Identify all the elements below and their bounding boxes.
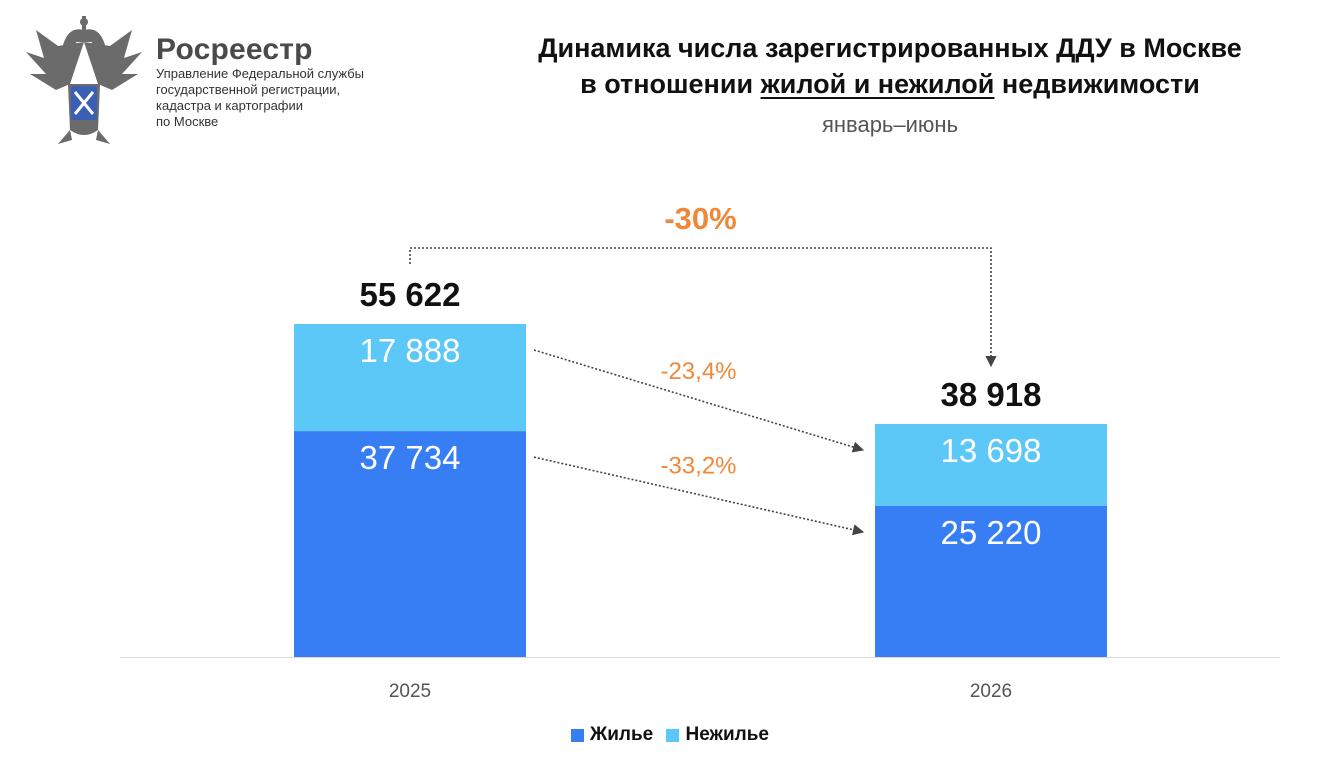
total-label-2025: 55 622: [360, 276, 461, 313]
title-block: Динамика числа зарегистрированных ДДУ в …: [470, 30, 1310, 138]
title-underlined: жилой и нежилой: [760, 69, 995, 99]
change-label-non-residential: -23,4%: [660, 358, 736, 385]
title-prefix: в отношении: [580, 69, 761, 99]
rosreestr-emblem-logo: [26, 16, 142, 144]
legend-item-residential: Жилье: [571, 724, 653, 746]
x-tick-label-2026: 2026: [970, 681, 1012, 702]
stacked-bar-chart: 37 734 17 888 55 622 2025 25 220 13 698 38 918…: [120, 201, 1280, 702]
value-label-residential-2026: 25 220: [941, 514, 1042, 551]
value-label-non-residential-2025: 17 888: [360, 332, 461, 369]
change-label-residential: -33,2%: [660, 453, 736, 480]
org-line-4: по Москве: [156, 114, 219, 129]
org-name: Росреестр: [156, 33, 313, 66]
chart-subtitle: январь–июнь: [821, 112, 959, 137]
bar-residential-2025: [294, 431, 526, 657]
total-change-bracket-arrow: [409, 247, 997, 368]
org-line-3: кадастра и картографии: [156, 98, 304, 113]
legend-label-residential: Жилье: [590, 724, 654, 745]
org-block: Росреестр Управление Федеральной службы …: [156, 34, 364, 130]
value-label-non-residential-2026: 13 698: [941, 432, 1042, 469]
change-arrow-non-residential: [533, 349, 865, 453]
legend-swatch-non-residential: [666, 728, 680, 742]
org-line-2: государственной регистрации,: [156, 82, 341, 97]
chart-title-line-1: Динамика числа зарегистрированных ДДУ в …: [538, 33, 1242, 63]
bar-residential-2026: [875, 506, 1107, 657]
total-change-label: -30%: [664, 201, 736, 236]
legend-label-non-residential: Нежилье: [685, 724, 769, 745]
x-tick-label-2025: 2025: [389, 681, 431, 702]
bar-non-residential-2026: [875, 424, 1107, 507]
chart-title-line-2: в отношении жилой и нежилой недвижимости: [470, 66, 1310, 102]
legend-swatch-residential: [571, 728, 585, 742]
title-suffix: недвижимости: [994, 69, 1200, 99]
change-arrow-residential: [533, 456, 865, 536]
value-label-residential-2025: 37 734: [360, 439, 461, 476]
org-line-1: Управление Федеральной службы: [156, 66, 364, 81]
chart-legend: Жилье Нежилье: [0, 724, 1340, 748]
bar-non-residential-2025: [294, 324, 526, 432]
total-label-2026: 38 918: [941, 376, 1042, 413]
legend-item-non-residential: Нежилье: [666, 724, 769, 746]
